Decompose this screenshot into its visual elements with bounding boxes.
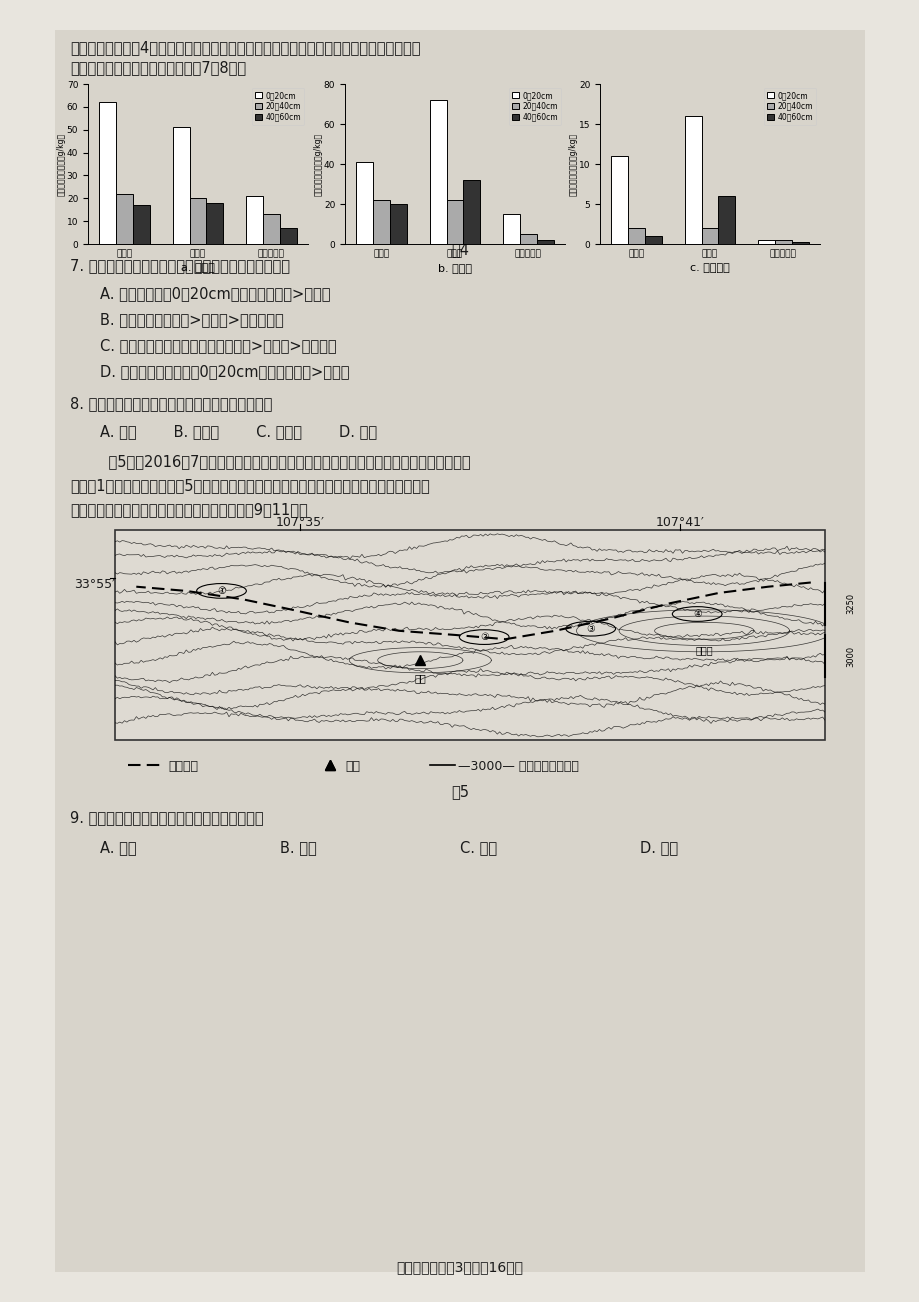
Text: ④: ④ [692,609,701,618]
Text: 文科综合测试第3页（全16页）: 文科综合测试第3页（全16页） [396,1260,523,1273]
X-axis label: a. 林草地: a. 林草地 [181,263,215,273]
Bar [189,198,206,243]
Text: 图4: 图4 [450,242,469,256]
Bar [206,203,223,243]
Bar [774,240,791,243]
Legend: 0～20cm, 20～40cm, 40～60cm: 0～20cm, 20～40cm, 40～60cm [763,87,815,125]
Text: 3000: 3000 [845,646,855,667]
Text: 3250: 3250 [845,592,855,615]
Bar [446,201,463,243]
Bar [263,215,279,243]
Text: 太白泉: 太白泉 [695,646,712,655]
Bar [757,240,774,243]
Text: A. 林草        B. 灌草丛        C. 乔木林        D. 牧草: A. 林草 B. 灌草丛 C. 乔木林 D. 牧草 [100,424,377,439]
Y-axis label: 红壤总有机碳含量（g/kg）: 红壤总有机碳含量（g/kg） [313,133,322,195]
Bar [116,194,133,243]
Text: C. 在花岗岩成土母质条件下，林草地>灌草地>林下裸地: C. 在花岗岩成土母质条件下，林草地>灌草地>林下裸地 [100,339,336,353]
Text: A. 在第四纪红土0～20cm深度，林下裸地>灌草地: A. 在第四纪红土0～20cm深度，林下裸地>灌草地 [100,286,330,301]
Legend: 0～20cm, 20～40cm, 40～60cm: 0～20cm, 20～40cm, 40～60cm [508,87,561,125]
Bar [133,206,150,243]
Text: 白何苍苍，星辰上森列」的美妙意境。据此完成9～11题。: 白何苍苍，星辰上森列」的美妙意境。据此完成9～11题。 [70,503,308,517]
Bar [356,161,373,243]
Bar [644,236,662,243]
Text: 7. 据图判断关于土壤有机碳含量的比较结论，正确的是: 7. 据图判断关于土壤有机碳含量的比较结论，正确的是 [70,258,289,273]
Bar [463,180,480,243]
Text: 107°41′: 107°41′ [655,516,704,529]
Bar [173,128,189,243]
Bar [503,214,519,243]
Text: ③: ③ [585,624,595,634]
Text: 107°35′: 107°35′ [275,516,324,529]
Text: D. 在不同植被条件下的0～20cm深度，花岗岩>红沙岩: D. 在不同植被条件下的0～20cm深度，花岗岩>红沙岩 [100,365,349,379]
Text: 碳剖面分布情况统计图。据此完成7～8题。: 碳剖面分布情况统计图。据此完成7～8题。 [70,60,246,76]
Bar [628,228,644,243]
Text: 行走线路: 行走线路 [168,760,198,773]
Bar [99,103,116,243]
Y-axis label: 红壤总有机碳含量（g/kg）: 红壤总有机碳含量（g/kg） [568,133,577,195]
Text: 时速仁1公里左右，所以每天5点准时出发。在途中的宿营地，「驴友们」真切体验到了「太: 时速仁1公里左右，所以每天5点准时出发。在途中的宿营地，「驴友们」真切体验到了「… [70,478,429,493]
Bar [373,201,390,243]
Text: C. 鹍部: C. 鹍部 [460,840,496,855]
Bar [279,228,296,243]
Bar [611,156,628,243]
Bar [536,240,553,243]
Bar [115,530,824,740]
Bar [55,30,864,1272]
Bar [791,242,808,243]
Text: 33°55′: 33°55′ [74,578,116,591]
Text: D. 山坡: D. 山坡 [640,840,677,855]
Text: 山峰: 山峰 [345,760,359,773]
Text: 8. 在红沙岩广布地区，治理水土流失最易选择种植: 8. 在红沙岩广布地区，治理水土流失最易选择种植 [70,396,272,411]
Text: B. 山脊: B. 山脊 [279,840,316,855]
X-axis label: b. 灌草地: b. 灌草地 [437,263,471,273]
Text: ①: ① [217,586,226,596]
Bar [390,204,406,243]
Text: ②: ② [480,631,488,642]
Legend: 0～20cm, 20～40cm, 40～60cm: 0～20cm, 20～40cm, 40～60cm [252,87,304,125]
Text: 盖率呼正相关。图4为赣南地区不同成土母质发育林草地、灌草地、林下裸地的土壤总有机: 盖率呼正相关。图4为赣南地区不同成土母质发育林草地、灌草地、林下裸地的土壤总有机 [70,40,420,55]
Text: —3000— 等高线单位（米）: —3000— 等高线单位（米） [458,760,578,773]
Text: 图5: 图5 [450,784,469,799]
Bar [718,197,734,243]
X-axis label: c. 林下裸地: c. 林下裸地 [689,263,729,273]
Text: A. 山谷: A. 山谷 [100,840,137,855]
Text: 图5示意2016年7月初，国内某「驴友团」徒步由东向西行走的一段线路。因山路崎嵂，: 图5示意2016年7月初，国内某「驴友团」徒步由东向西行走的一段线路。因山路崎嵂… [90,454,471,469]
Bar [519,234,536,243]
Text: 龌峰: 龌峰 [414,673,425,682]
Bar [245,197,263,243]
Y-axis label: 红壤总有机碳含量（g/kg）: 红壤总有机碳含量（g/kg） [56,133,65,195]
Text: B. 在林草地，红沙岩>花岗岩>第四纪红土: B. 在林草地，红沙岩>花岗岩>第四纪红土 [100,312,283,327]
Text: 9. 在图示区域，「驴友们」的行走路线主要经过: 9. 在图示区域，「驴友们」的行走路线主要经过 [70,810,264,825]
Bar [701,228,718,243]
Bar [429,100,446,243]
Bar [684,116,701,243]
